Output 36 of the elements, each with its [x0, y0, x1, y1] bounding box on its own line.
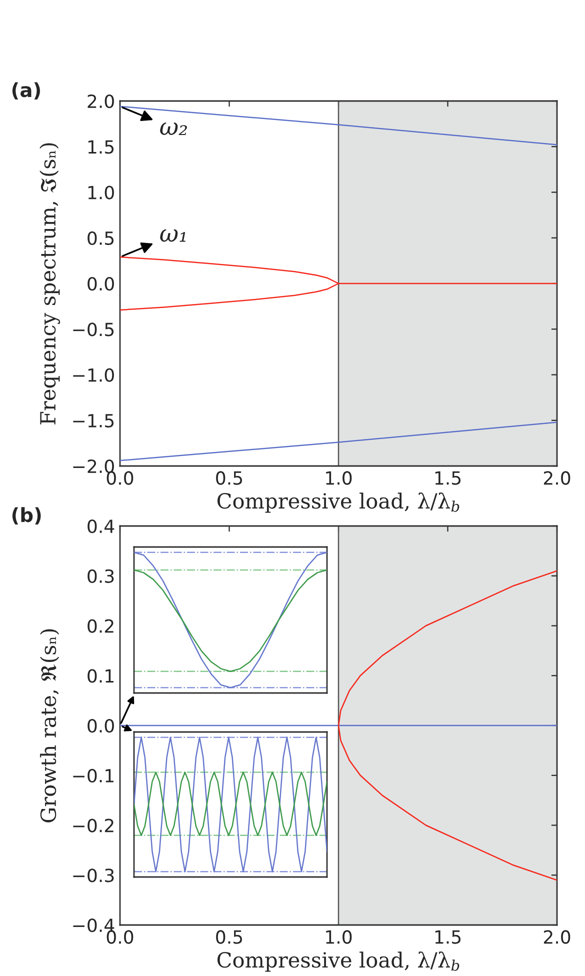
- chart-title: (b): [12, 507, 41, 525]
- y-tick-label: −0.4: [73, 918, 114, 932]
- y-tick-label: 2.0: [88, 94, 114, 108]
- x-axis-title: Compressive load, λ/λ$_{b}$: [217, 952, 460, 972]
- y-tick-label: 1.5: [88, 140, 114, 154]
- y-tick-label: 0.5: [88, 231, 114, 245]
- y-axis-title: Frequency spectrum, ℑ(sₙ): [40, 143, 60, 424]
- y-tick-label: 0.3: [88, 569, 114, 583]
- x-tick-label: 0.5: [216, 471, 242, 485]
- annotation: ω₂: [160, 122, 187, 135]
- x-tick-label: 1.0: [326, 471, 352, 485]
- y-tick-label: −1.5: [73, 414, 114, 428]
- y-axis-title: Growth rate, ℜ(sₙ): [40, 629, 60, 822]
- y-tick-label: −2.0: [73, 459, 114, 474]
- chart-title: (a): [12, 82, 40, 100]
- x-axis-title: Compressive load, λ/λ$_{b}$: [217, 492, 460, 513]
- x-tick-label: 2.0: [544, 471, 570, 485]
- x-tick-label: 0.0: [106, 471, 134, 485]
- y-tick-label: 0.0: [88, 276, 114, 291]
- x-tick-label: 2.0: [544, 930, 570, 944]
- y-tick-label: −1.0: [73, 368, 114, 382]
- x-tick-label: 0.5: [216, 930, 242, 944]
- annotation: ω₁: [160, 229, 186, 242]
- y-tick-label: 1.0: [88, 186, 114, 200]
- x-tick-label: 1.5: [435, 471, 461, 485]
- y-tick-label: −0.5: [73, 322, 114, 336]
- y-tick-label: −0.2: [73, 818, 114, 832]
- y-tick-label: −0.3: [73, 868, 114, 882]
- y-tick-label: 0.2: [88, 619, 114, 633]
- y-tick-label: 0.0: [88, 718, 114, 733]
- y-tick-label: 0.4: [88, 519, 114, 534]
- y-tick-label: 0.1: [88, 669, 114, 683]
- y-tick-label: −0.1: [73, 768, 114, 782]
- x-tick-label: 1.0: [326, 930, 352, 944]
- x-tick-label: 0.0: [106, 930, 134, 944]
- x-tick-label: 1.5: [435, 930, 461, 944]
